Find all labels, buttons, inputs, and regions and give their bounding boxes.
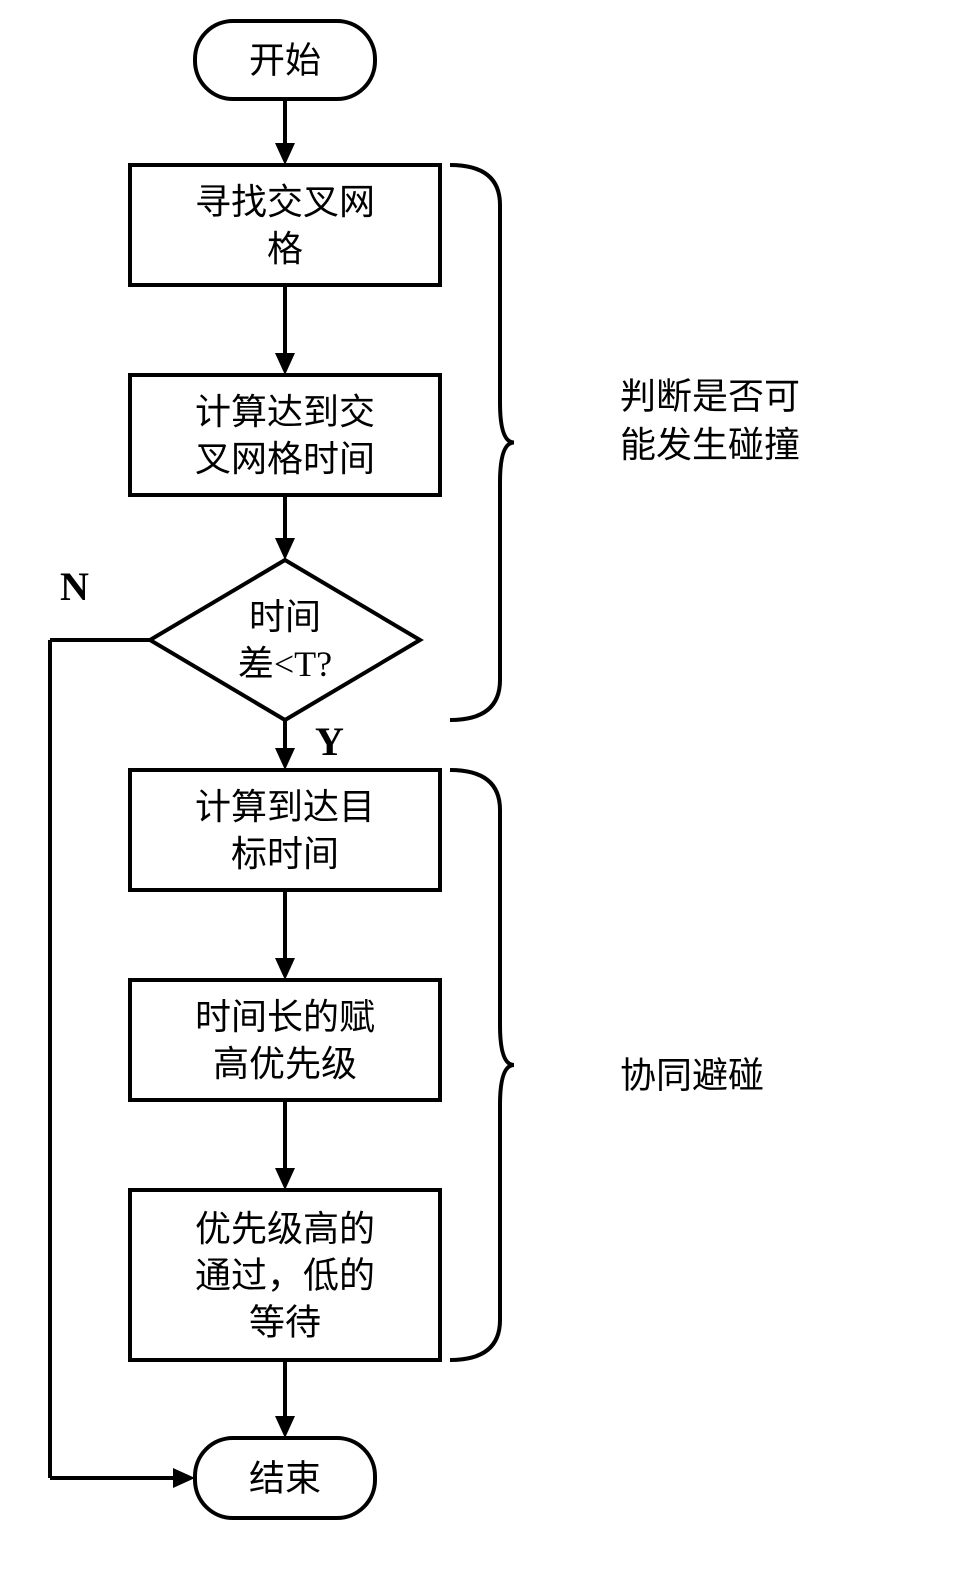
node-d1-text-0: 时间 xyxy=(249,597,321,637)
node-s2: 计算达到交叉网格时间 xyxy=(130,375,440,495)
node-s2-text-1: 叉网格时间 xyxy=(195,439,375,479)
node-d1: 时间差<T? xyxy=(150,560,420,720)
node-s3-text-1: 标时间 xyxy=(231,834,339,874)
node-s3-text-0: 计算到达目 xyxy=(195,787,375,827)
brace-1-label-0: 协同避碰 xyxy=(620,1056,764,1096)
node-s4: 时间长的赋高优先级 xyxy=(130,980,440,1100)
edge-label-d1-end: N xyxy=(60,564,89,609)
node-start: 开始 xyxy=(195,21,375,99)
node-s5-text-1: 通过，低的 xyxy=(195,1256,375,1296)
node-s1: 寻找交叉网格 xyxy=(130,165,440,285)
node-d1-text-1: 差<T? xyxy=(238,644,332,684)
node-s4-text-1: 高优先级 xyxy=(213,1044,357,1084)
edge-label-d1-s3: Y xyxy=(315,719,344,764)
brace-0-label-1: 能发生碰撞 xyxy=(620,425,800,465)
node-start-text-0: 开始 xyxy=(249,41,321,81)
node-s1-text-0: 寻找交叉网 xyxy=(195,182,375,222)
node-s5-text-0: 优先级高的 xyxy=(195,1209,375,1249)
node-s2-text-0: 计算达到交 xyxy=(195,392,375,432)
node-s4-text-0: 时间长的赋 xyxy=(195,997,375,1037)
node-s5-text-2: 等待 xyxy=(249,1302,321,1342)
node-s3: 计算到达目标时间 xyxy=(130,770,440,890)
brace-1 xyxy=(450,770,514,1360)
brace-0-label-0: 判断是否可 xyxy=(620,376,800,416)
node-end: 结束 xyxy=(195,1438,375,1518)
brace-0 xyxy=(450,165,514,720)
node-end-text-0: 结束 xyxy=(249,1459,321,1499)
node-s5: 优先级高的通过，低的等待 xyxy=(130,1190,440,1360)
node-s1-text-1: 格 xyxy=(267,229,303,269)
